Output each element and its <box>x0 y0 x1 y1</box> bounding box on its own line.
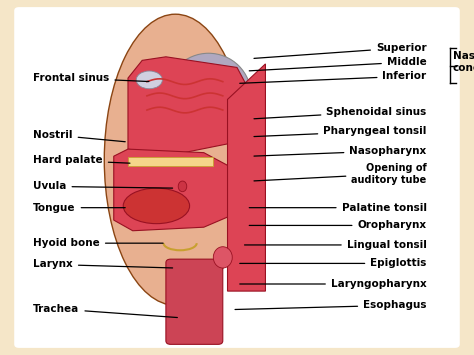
Text: Larynx: Larynx <box>33 260 173 269</box>
FancyBboxPatch shape <box>166 259 223 344</box>
Polygon shape <box>228 64 265 291</box>
Ellipse shape <box>137 71 162 89</box>
Text: Palatine tonsil: Palatine tonsil <box>249 203 427 213</box>
Text: Hyoid bone: Hyoid bone <box>33 238 163 248</box>
Text: Esophagus: Esophagus <box>235 300 427 310</box>
FancyBboxPatch shape <box>14 7 460 348</box>
Text: Oropharynx: Oropharynx <box>249 220 427 230</box>
Polygon shape <box>114 149 237 231</box>
Polygon shape <box>128 57 246 156</box>
Text: Middle: Middle <box>249 57 427 71</box>
Text: Epiglottis: Epiglottis <box>240 258 427 268</box>
Text: Superior: Superior <box>254 43 427 58</box>
Ellipse shape <box>104 14 246 305</box>
Text: Opening of
auditory tube: Opening of auditory tube <box>254 163 427 185</box>
Text: Trachea: Trachea <box>33 304 177 317</box>
Text: Frontal sinus: Frontal sinus <box>33 73 149 83</box>
Text: Laryngopharynx: Laryngopharynx <box>240 279 427 289</box>
Text: Nostril: Nostril <box>33 130 125 142</box>
Text: Uvula: Uvula <box>33 181 173 191</box>
Ellipse shape <box>178 181 187 192</box>
Ellipse shape <box>166 53 251 138</box>
Text: Hard palate: Hard palate <box>33 155 130 165</box>
Text: Tongue: Tongue <box>33 203 125 213</box>
Text: Nasal
conchae: Nasal conchae <box>453 51 474 73</box>
Text: Nasopharynx: Nasopharynx <box>254 146 427 156</box>
Text: Pharyngeal tonsil: Pharyngeal tonsil <box>254 126 427 137</box>
Text: Sphenoidal sinus: Sphenoidal sinus <box>254 107 427 119</box>
Text: Inferior: Inferior <box>240 71 427 83</box>
FancyBboxPatch shape <box>128 157 213 166</box>
Ellipse shape <box>123 188 190 224</box>
Text: Lingual tonsil: Lingual tonsil <box>245 240 427 250</box>
Ellipse shape <box>213 247 232 268</box>
